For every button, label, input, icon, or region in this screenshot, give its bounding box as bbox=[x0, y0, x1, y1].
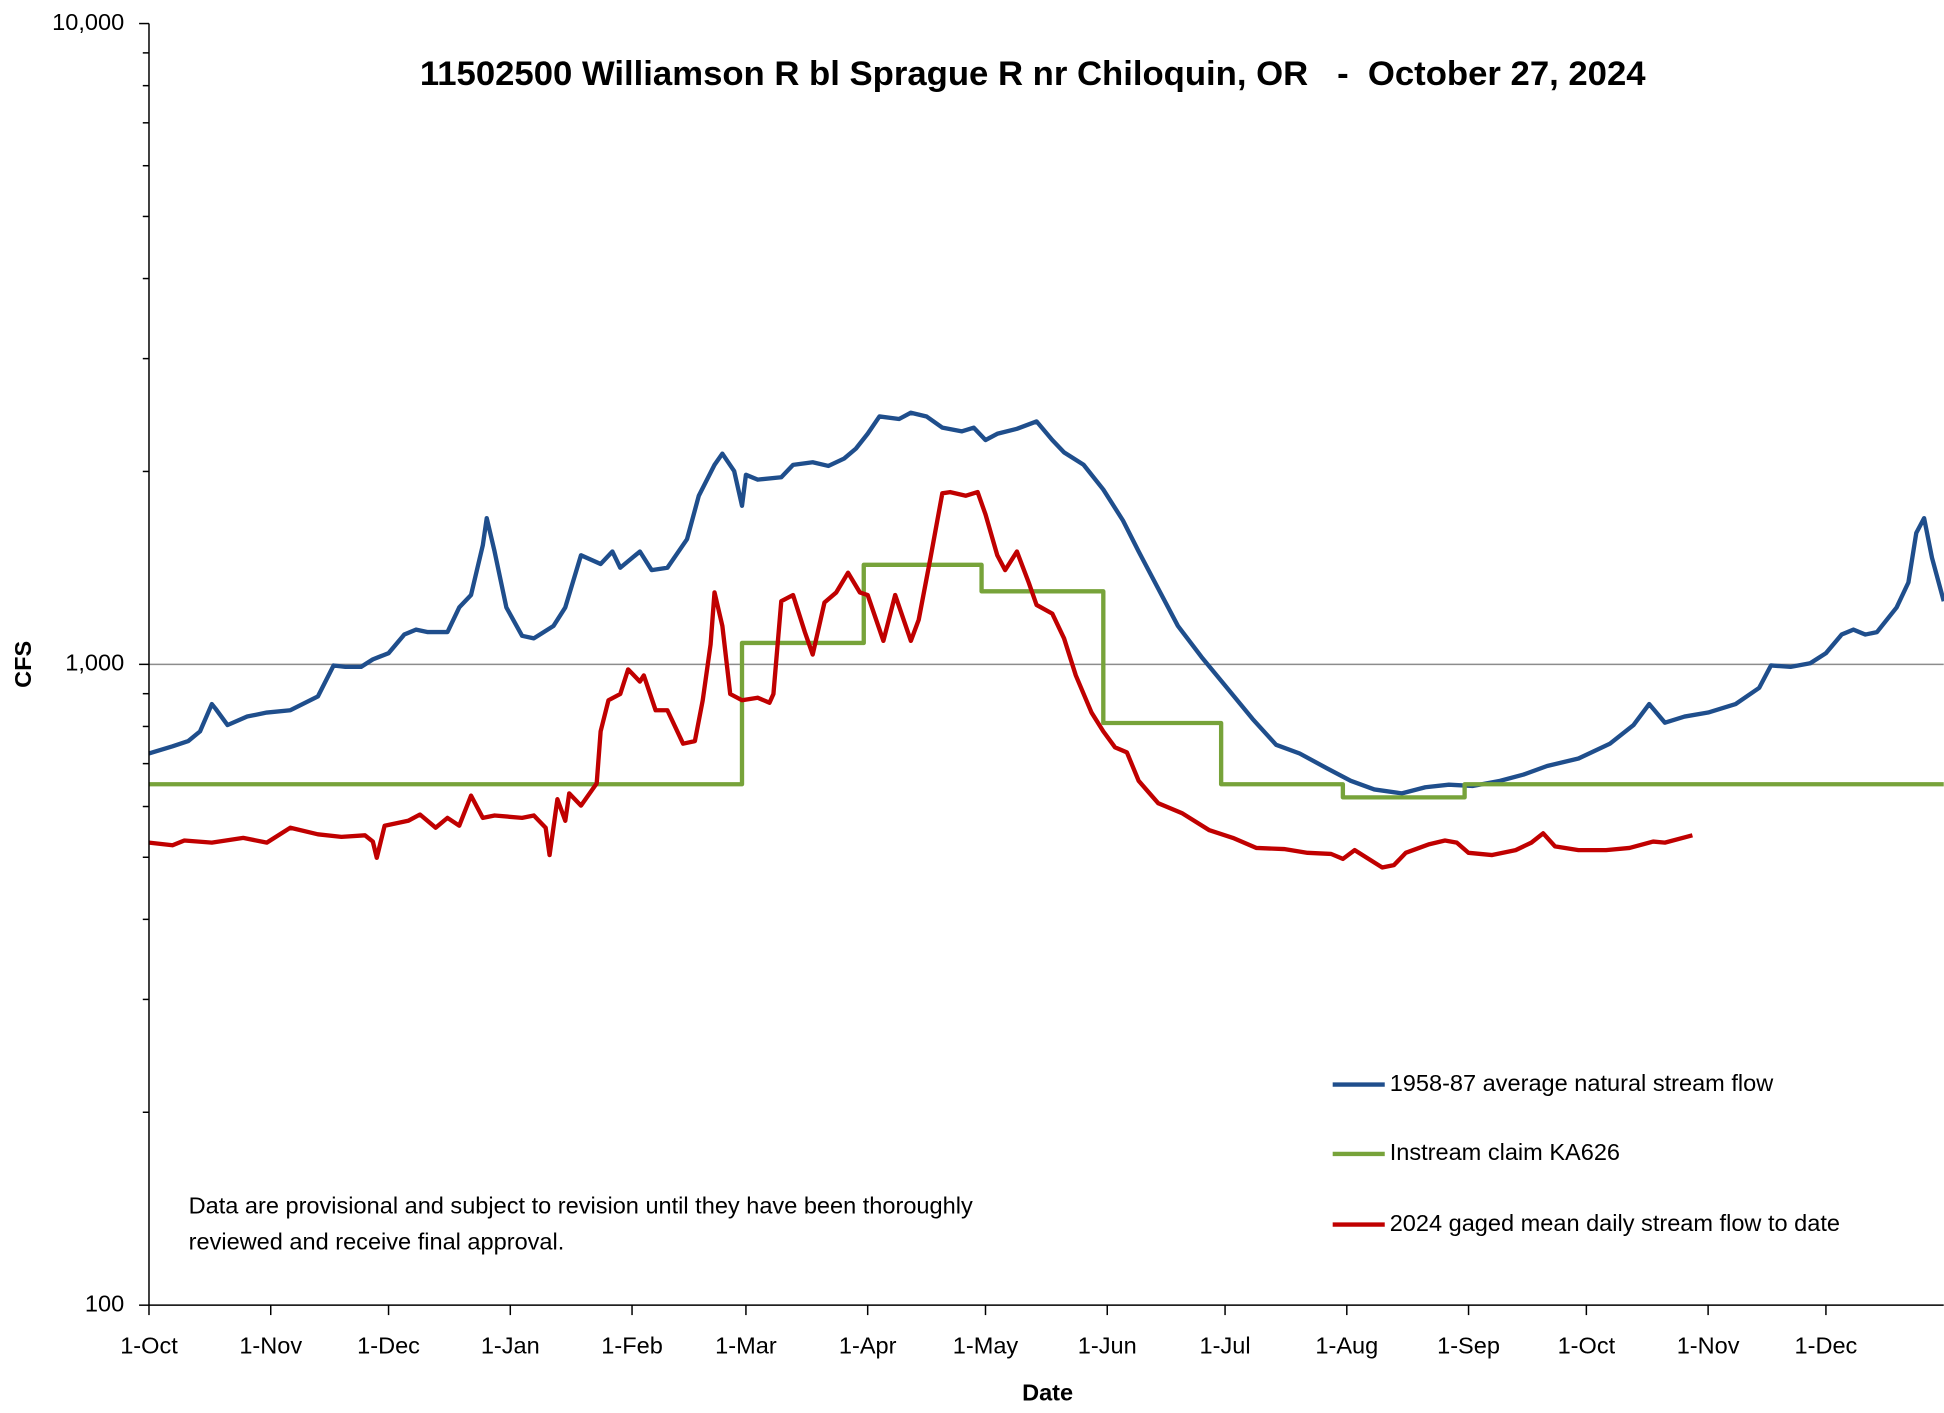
x-tick-label: 1-Oct bbox=[120, 1333, 178, 1359]
x-tick-label: 1-Feb bbox=[601, 1333, 663, 1359]
x-tick-label: 1-May bbox=[953, 1333, 1019, 1359]
series-line bbox=[148, 562, 1944, 800]
x-tick-label: 1-Nov bbox=[239, 1333, 302, 1359]
y-axis-label: CFS bbox=[10, 641, 36, 688]
legend-label: 1958-87 average natural stream flow bbox=[1390, 1070, 1775, 1096]
x-axis-label: Date bbox=[1022, 1380, 1073, 1406]
note-line: reviewed and receive final approval. bbox=[189, 1228, 565, 1254]
y-tick-label: 100 bbox=[85, 1290, 124, 1316]
legend-label: 2024 gaged mean daily stream flow to dat… bbox=[1390, 1210, 1840, 1236]
legend-label: Instream claim KA626 bbox=[1390, 1139, 1620, 1165]
chart-title: 11502500 Williamson R bl Sprague R nr Ch… bbox=[420, 55, 1646, 93]
x-tick-label: 1-Jun bbox=[1078, 1333, 1137, 1359]
x-tick-label: 1-Oct bbox=[1558, 1333, 1616, 1359]
x-tick-label: 1-Aug bbox=[1315, 1333, 1378, 1359]
series-line bbox=[148, 489, 1693, 870]
x-tick-label: 1-Apr bbox=[839, 1333, 897, 1359]
note-line: Data are provisional and subject to revi… bbox=[189, 1192, 973, 1218]
x-tick-label: 1-Sep bbox=[1437, 1333, 1500, 1359]
x-tick-label: 1-Mar bbox=[715, 1333, 777, 1359]
plot-lines bbox=[148, 410, 1944, 870]
x-tick-label: 1-Jul bbox=[1200, 1333, 1251, 1359]
x-tick-label: 1-Dec bbox=[357, 1333, 420, 1359]
x-tick-label: 1-Jan bbox=[481, 1333, 540, 1359]
y-tick-label: 10,000 bbox=[52, 9, 124, 35]
series-line bbox=[148, 410, 1944, 796]
x-tick-label: 1-Dec bbox=[1795, 1333, 1858, 1359]
x-tick-label: 1-Nov bbox=[1677, 1333, 1740, 1359]
y-tick-label: 1,000 bbox=[65, 650, 124, 676]
